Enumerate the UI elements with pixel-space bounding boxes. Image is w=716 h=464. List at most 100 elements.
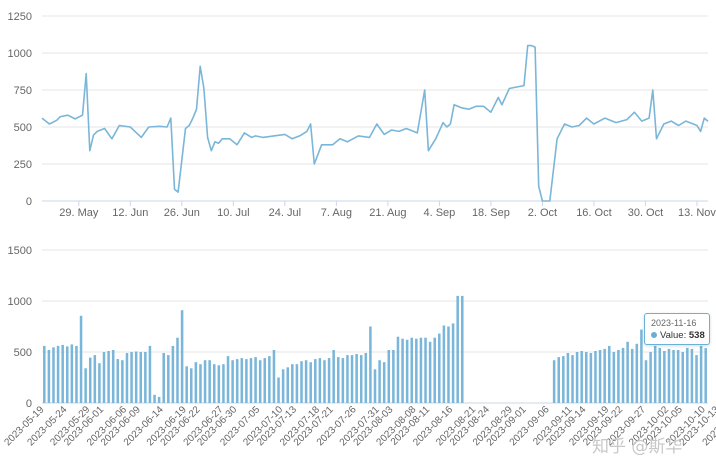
- bar[interactable]: [139, 352, 143, 403]
- bar[interactable]: [401, 338, 404, 403]
- bar[interactable]: [649, 352, 652, 403]
- bar[interactable]: [695, 355, 698, 403]
- bar[interactable]: [594, 351, 597, 403]
- bar[interactable]: [98, 363, 101, 403]
- bar[interactable]: [438, 333, 441, 403]
- line-series[interactable]: [41, 44, 709, 202]
- bar[interactable]: [212, 364, 216, 403]
- bar[interactable]: [111, 350, 115, 403]
- bar[interactable]: [75, 345, 78, 403]
- bar[interactable]: [598, 350, 602, 403]
- bar[interactable]: [589, 353, 593, 403]
- bar[interactable]: [61, 344, 64, 403]
- bar[interactable]: [644, 360, 648, 403]
- bar[interactable]: [681, 352, 684, 403]
- bar[interactable]: [240, 358, 244, 403]
- bar[interactable]: [281, 369, 285, 403]
- bar[interactable]: [332, 350, 335, 403]
- bar[interactable]: [231, 360, 234, 403]
- bar[interactable]: [208, 360, 211, 403]
- bar[interactable]: [134, 351, 138, 404]
- bar[interactable]: [180, 310, 184, 403]
- bar[interactable]: [125, 353, 129, 403]
- bar[interactable]: [341, 358, 345, 403]
- bar[interactable]: [185, 366, 188, 403]
- bar[interactable]: [277, 377, 280, 404]
- bar[interactable]: [70, 344, 74, 403]
- bar[interactable]: [167, 355, 170, 403]
- bar[interactable]: [350, 355, 354, 403]
- bar[interactable]: [121, 360, 124, 403]
- bar[interactable]: [617, 350, 620, 403]
- bar[interactable]: [346, 355, 349, 403]
- bar[interactable]: [575, 352, 579, 403]
- bar[interactable]: [373, 369, 377, 403]
- bar[interactable]: [676, 350, 680, 403]
- bar[interactable]: [176, 337, 179, 403]
- bar[interactable]: [153, 394, 156, 403]
- bar[interactable]: [254, 357, 257, 403]
- bar[interactable]: [272, 350, 276, 403]
- bar[interactable]: [424, 337, 427, 403]
- bar[interactable]: [93, 355, 97, 403]
- bar[interactable]: [249, 358, 253, 403]
- bar[interactable]: [364, 353, 368, 403]
- bar[interactable]: [66, 346, 69, 403]
- bar[interactable]: [171, 345, 175, 403]
- bar[interactable]: [392, 350, 395, 403]
- bar[interactable]: [162, 353, 165, 403]
- bar[interactable]: [52, 347, 55, 403]
- bar[interactable]: [566, 353, 570, 403]
- bar[interactable]: [190, 368, 193, 403]
- bar[interactable]: [410, 337, 414, 403]
- bar[interactable]: [461, 295, 464, 403]
- bar[interactable]: [107, 351, 110, 403]
- bar[interactable]: [658, 347, 662, 403]
- bar[interactable]: [585, 352, 588, 403]
- bar[interactable]: [653, 345, 657, 403]
- bar[interactable]: [300, 361, 303, 403]
- bar[interactable]: [47, 350, 51, 403]
- bar[interactable]: [102, 352, 106, 403]
- bar[interactable]: [226, 356, 230, 403]
- bar[interactable]: [396, 336, 400, 403]
- bar[interactable]: [640, 329, 643, 403]
- bar[interactable]: [621, 347, 625, 403]
- bar[interactable]: [314, 359, 317, 403]
- bar[interactable]: [690, 348, 694, 403]
- bar[interactable]: [323, 360, 326, 403]
- bar[interactable]: [304, 360, 308, 403]
- bar[interactable]: [433, 337, 436, 403]
- bar[interactable]: [663, 351, 666, 403]
- bar[interactable]: [552, 360, 556, 403]
- bar[interactable]: [157, 396, 161, 403]
- bar[interactable]: [258, 360, 262, 403]
- bar[interactable]: [603, 348, 606, 403]
- bar[interactable]: [235, 359, 239, 403]
- bar[interactable]: [571, 355, 574, 403]
- bar[interactable]: [217, 365, 221, 403]
- bar[interactable]: [369, 326, 372, 404]
- bar[interactable]: [378, 360, 381, 403]
- bar[interactable]: [309, 362, 312, 403]
- bar[interactable]: [194, 362, 198, 403]
- bar[interactable]: [630, 348, 634, 403]
- bar[interactable]: [286, 367, 289, 403]
- bar[interactable]: [148, 345, 152, 403]
- bar[interactable]: [203, 360, 207, 403]
- bar[interactable]: [295, 364, 299, 403]
- bar[interactable]: [451, 323, 455, 403]
- bar[interactable]: [355, 354, 358, 403]
- bar[interactable]: [447, 326, 450, 404]
- bar[interactable]: [263, 358, 267, 403]
- bar[interactable]: [562, 356, 565, 403]
- bar[interactable]: [291, 364, 294, 403]
- bar[interactable]: [359, 355, 363, 403]
- bar[interactable]: [704, 348, 707, 403]
- bar[interactable]: [116, 359, 120, 403]
- bar[interactable]: [672, 350, 675, 403]
- bar[interactable]: [557, 357, 560, 403]
- bar[interactable]: [318, 358, 322, 403]
- bar[interactable]: [327, 358, 331, 403]
- bar[interactable]: [419, 337, 423, 403]
